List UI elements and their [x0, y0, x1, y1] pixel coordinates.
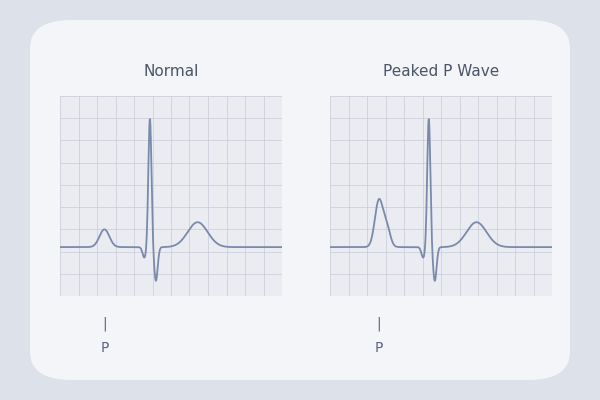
Text: |: | — [377, 317, 381, 331]
Text: Peaked P Wave: Peaked P Wave — [383, 64, 499, 80]
Text: P: P — [374, 341, 383, 355]
Text: P: P — [100, 341, 109, 355]
FancyBboxPatch shape — [30, 20, 570, 380]
Text: |: | — [102, 317, 107, 331]
Text: Normal: Normal — [143, 64, 199, 80]
